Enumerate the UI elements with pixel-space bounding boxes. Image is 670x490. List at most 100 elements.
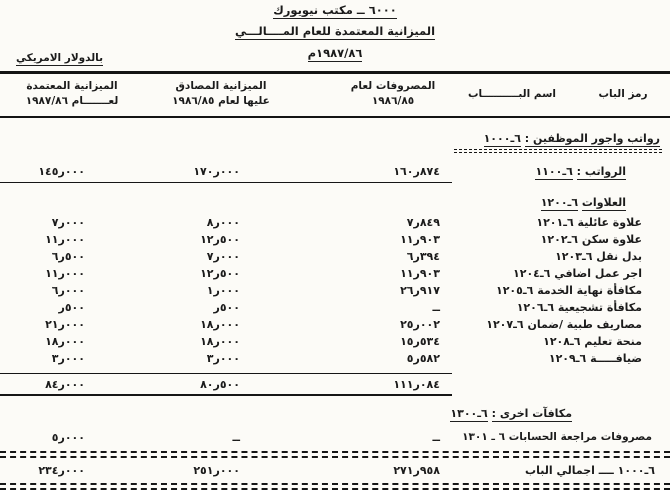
item-heading: علاوة عائلية ٦ـ١٢٠١: [536, 216, 642, 229]
item-label: علاوة عائلية: [577, 216, 642, 229]
office-title: ٦٠٠٠ ــ مكتب نيويورك: [273, 3, 397, 19]
item-approved-8687: ٠٠٠ر١١: [45, 233, 85, 246]
item-approved-8687: ٠٠٠ر٧: [51, 216, 85, 229]
grand-total-row: ٦ـ١٠٠٠ ــــ اجمالي الباب ٩٥٨ر٢٧١ ٠٠٠ر٢٥١…: [0, 464, 670, 480]
item-heading: ضيافـــــة ٦ـ١٢٠٩: [549, 352, 642, 365]
salaries-ratified-8586: ٠٠٠ر١٧٠: [193, 165, 240, 178]
item-expenditure-8586: ٥٨٢ر٥: [406, 352, 440, 365]
section-1000-heading: رواتب واجور الموظفين : ٦ـ١٠٠٠: [483, 132, 660, 147]
item-code: ٦ـ١٢٠٨: [543, 335, 581, 348]
grand-total-label: اجمالي الباب: [525, 464, 595, 477]
section-row-1000: رواتب واجور الموظفين : ٦ـ١٠٠٠: [0, 132, 670, 148]
item-heading: علاوة سكن ٦ـ١٢٠٢: [541, 233, 642, 246]
item-approved-8687: ٥٠٠ر: [58, 301, 85, 314]
currency-note: بالدولار الامريكي: [16, 52, 104, 66]
item-label: بدل نقل: [596, 250, 642, 263]
item-approved-8687: ٠٠٠ر١١: [45, 267, 85, 280]
salaries-expenditure-8586: ٨٧٤ر١٦٠: [393, 165, 440, 178]
audit-approved-8687: ٠٠٠ر٥: [51, 431, 85, 444]
subtotal-bottom-line: [0, 394, 452, 396]
salaries-code: ٦ـ١١٠٠: [535, 165, 573, 180]
subtotal-top-line: [0, 373, 452, 374]
document-subtitle: الميزانية المعتمدة للعام المــــالـــي: [234, 24, 436, 40]
section-1000-double-underline: [454, 149, 662, 153]
item-label: منحة تعليم: [584, 335, 642, 348]
table-row-1201: علاوة عائلية ٦ـ١٢٠١ ٨٤٩ر٧ ٠٠٠ر٨ ٠٠٠ر٧: [0, 216, 670, 232]
allowances-label: العلاوات: [581, 196, 626, 211]
item-code: ٦ـ١٢٠١: [536, 216, 574, 229]
item-ratified-8586: ٠٠٠ر١٨: [200, 318, 240, 331]
table-row-1301: مصروفات مراجعة الحسابات ٦ ـ ١٣٠١ ــ ــ ٠…: [0, 431, 670, 447]
expenditure-header-line1: المصروفات لعام: [350, 80, 436, 92]
item-label: اجر عمل اضافي: [554, 267, 642, 280]
item-expenditure-8586: ــ: [432, 301, 440, 314]
item-ratified-8586: ٥٠٠ر١٢: [200, 267, 240, 280]
section-row-1300: مكافآت اخرى : ٦ـ١٣٠٠: [0, 407, 670, 423]
item-approved-8687: ٠٠٠ر٢١: [45, 318, 85, 331]
table-row-1206: مكافأة تشجيعية ٦ـ١٢٠٦ ــ ٥٠٠ر ٥٠٠ر: [0, 301, 670, 317]
grand-total-expenditure-8586: ٩٥٨ر٢٧١: [393, 464, 440, 477]
table-row-1202: علاوة سكن ٦ـ١٢٠٢ ٩٠٣ر١١ ٥٠٠ر١٢ ٠٠٠ر١١: [0, 233, 670, 249]
item-code: ٦ـ١٢٠٤: [513, 267, 551, 280]
table-row-1208: منحة تعليم ٦ـ١٢٠٨ ٥٣٤ر١٥ ٠٠٠ر١٨ ٠٠٠ر١٨: [0, 335, 670, 351]
item-heading: منحة تعليم ٦ـ١٢٠٨: [543, 335, 642, 348]
office-title-line: ٦٠٠٠ ــ مكتب نيويورك: [0, 3, 670, 19]
item-ratified-8586: ٠٠٠ر١٨: [200, 335, 240, 348]
item-code: ٦ـ١٢٠٧: [486, 318, 524, 331]
item-expenditure-8586: ٨٤٩ر٧: [406, 216, 440, 229]
ratified-header-line2: عليها لعام ١٩٨٦/٨٥: [172, 95, 270, 107]
section-1300-label: مكافآت اخرى :: [491, 407, 572, 422]
table-row-1203: بدل نقل ٦ـ١٢٠٣ ٣٩٤ر٦ ٠٠٠ر٧ ٥٠٠ر٦: [0, 250, 670, 266]
item-expenditure-8586: ٩٠٣ر١١: [400, 267, 440, 280]
item-ratified-8586: ٥٠٠ر١٢: [200, 233, 240, 246]
audit-expenditure-8586: ــ: [432, 431, 440, 444]
table-row-1207: مصاريف طبية /ضمان ٦ـ١٢٠٧ ٠٠٢ر٢٥ ٠٠٠ر١٨ ٠…: [0, 318, 670, 334]
item-label: مكافأة نهاية الخدمة: [537, 284, 642, 297]
audit-label: مصروفات مراجعة الحسابات: [508, 431, 652, 443]
item-label: علاوة سكن: [581, 233, 642, 246]
allowances-code: ٦ـ١٢٠٠: [540, 196, 579, 211]
section-1300-heading: مكافآت اخرى : ٦ـ١٣٠٠: [450, 407, 572, 422]
grand-total-top-double-line: [0, 451, 670, 458]
table-row-1209: ضيافـــــة ٦ـ١٢٠٩ ٥٨٢ر٥ ٠٠٠ر٣ ٠٠٠ر٣: [0, 352, 670, 368]
item-ratified-8586: ٠٠٠ر٣: [206, 352, 240, 365]
ratified-header-line1: الميزانية المصادق: [175, 80, 267, 92]
item-ratified-8586: ٠٠٠ر١: [206, 284, 240, 297]
page-bottom-double-line: [0, 483, 670, 490]
grand-total-separator: ــــ: [598, 464, 614, 477]
item-approved-8687: ٥٠٠ر٦: [51, 250, 85, 263]
salaries-label: الرواتب :: [576, 165, 626, 180]
fiscal-year-line: ١٩٨٧/٨٦م: [0, 46, 670, 62]
item-label: ضيافـــــة: [590, 352, 642, 365]
header-top-rule: [0, 71, 670, 74]
column-header-approved-8687: الميزانية المعتمدة لعـــــــام ١٩٨٧/٨٦: [6, 79, 138, 109]
salaries-row: الرواتب : ٦ـ١١٠٠ ٨٧٤ر١٦٠ ٠٠٠ر١٧٠ ٠٠٠ر١٤٥: [0, 165, 670, 181]
grand-total-code: ٦ـ١٠٠٠: [617, 464, 655, 477]
document-subtitle-line: الميزانية المعتمدة للعام المــــالـــي: [0, 24, 670, 40]
item-expenditure-8586: ٥٣٤ر١٥: [400, 335, 440, 348]
item-code: ٦ـ١٢٠٥: [496, 284, 534, 297]
item-label: مصاريف طبية /ضمان: [527, 318, 642, 331]
item-code: ٦ـ١٢٠٣: [555, 250, 593, 263]
allowances-heading-row: العلاوات ٦ـ١٢٠٠: [0, 196, 670, 212]
section-1300-code: ٦ـ١٣٠٠: [450, 407, 488, 422]
salaries-heading: الرواتب : ٦ـ١١٠٠: [535, 165, 626, 180]
audit-heading: مصروفات مراجعة الحسابات ٦ ـ ١٣٠١: [462, 431, 652, 443]
subtotal-expenditure-8586: ٠٨٤ر١١١: [393, 378, 440, 391]
grand-total-ratified-8586: ٠٠٠ر٢٥١: [193, 464, 240, 477]
currency-note-wrap: بالدولار الامريكي: [16, 52, 104, 66]
allowances-heading: العلاوات ٦ـ١٢٠٠: [540, 196, 626, 211]
item-code: ٦ـ١٢٠٢: [540, 233, 579, 246]
column-header-section-code: رمز الباب: [598, 88, 648, 100]
approved-header-line1: الميزانية المعتمدة: [26, 80, 118, 92]
item-code: ٦ـ١٢٠٦: [516, 301, 555, 314]
audit-code: ٦ ـ ١٣٠١: [462, 431, 506, 443]
item-ratified-8586: ٠٠٠ر٧: [206, 250, 240, 263]
salaries-values-underline: [0, 182, 452, 183]
table-row-1205: مكافأة نهاية الخدمة ٦ـ١٢٠٥ ٩١٧ر٢٦ ٠٠٠ر١ …: [0, 284, 670, 300]
item-ratified-8586: ٠٠٠ر٨: [206, 216, 240, 229]
item-heading: مكافأة نهاية الخدمة ٦ـ١٢٠٥: [496, 284, 642, 297]
item-heading: مكافأة تشجيعية ٦ـ١٢٠٦: [517, 301, 642, 314]
grand-total-heading: ٦ـ١٠٠٠ ــــ اجمالي الباب: [525, 464, 655, 477]
section-1000-label: رواتب واجور الموظفين :: [524, 132, 660, 147]
